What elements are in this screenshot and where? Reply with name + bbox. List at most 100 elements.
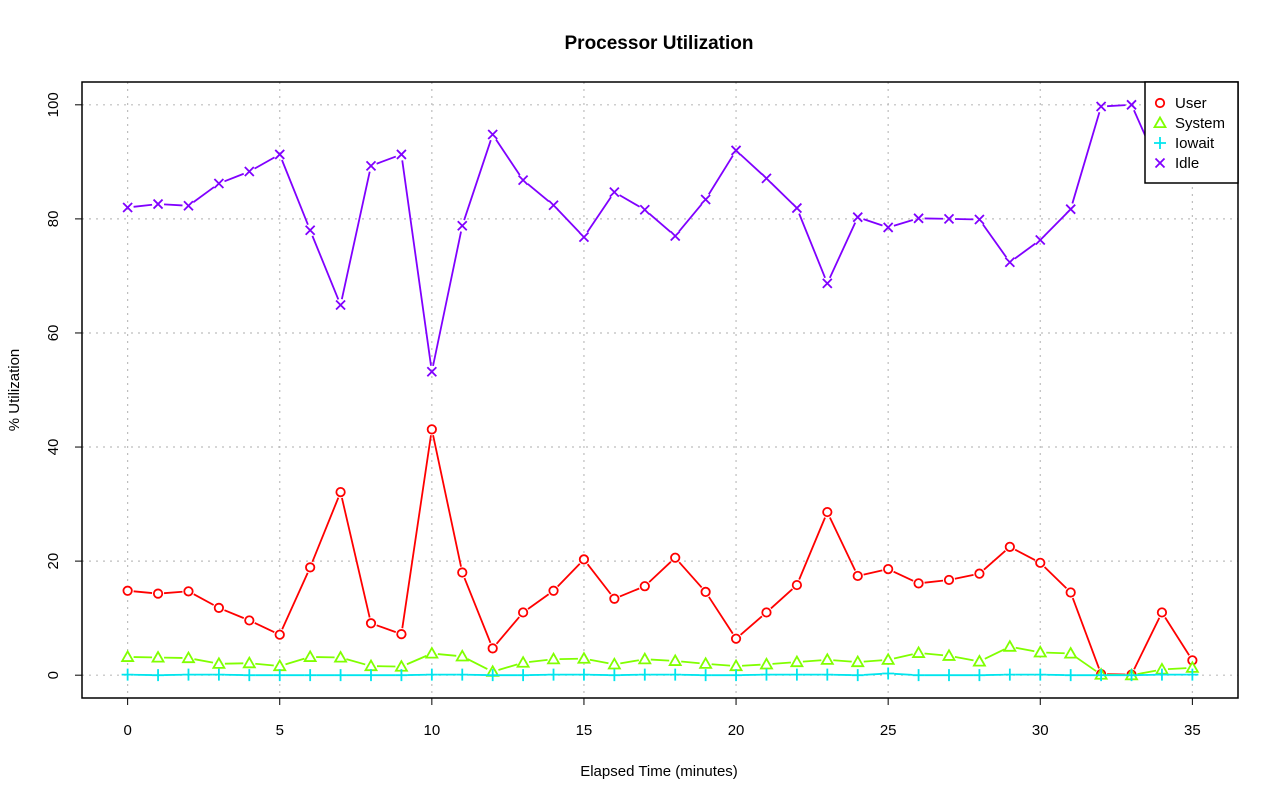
user-line-segment xyxy=(863,569,883,576)
system-point xyxy=(1063,646,1078,659)
user-point xyxy=(700,586,711,598)
iowait-point xyxy=(1095,669,1108,682)
system-point xyxy=(272,658,287,672)
user-line-segment xyxy=(163,590,183,595)
idle-point xyxy=(426,366,437,377)
user-line-segment xyxy=(924,579,944,584)
iowait-point xyxy=(1034,668,1047,681)
system-line-segment xyxy=(741,663,761,667)
idle-point xyxy=(1004,257,1015,268)
iowait-point xyxy=(943,669,955,682)
idle-line-segment xyxy=(739,153,763,175)
system-point xyxy=(698,656,713,669)
system-line-segment xyxy=(194,658,214,664)
user-point xyxy=(548,585,559,596)
x-tick-label: 25 xyxy=(880,722,897,739)
user-line-segment xyxy=(586,563,612,595)
user-point xyxy=(244,615,255,626)
idle-line-segment xyxy=(224,172,245,183)
system-point xyxy=(455,649,470,662)
idle-point xyxy=(517,174,529,186)
user-point xyxy=(913,578,924,589)
idle-line-segment xyxy=(1107,104,1126,108)
x-tick-label: 10 xyxy=(423,722,440,739)
legend-idle-marker xyxy=(1154,157,1166,169)
x-tick-label: 0 xyxy=(123,722,131,739)
idle-point xyxy=(974,214,985,225)
idle-point xyxy=(213,178,225,189)
user-line-segment xyxy=(983,550,1006,571)
idle-point xyxy=(943,213,955,225)
user-line-segment xyxy=(678,561,703,589)
system-point xyxy=(181,650,196,664)
user-line-segment xyxy=(798,517,826,580)
system-line-segment xyxy=(1137,669,1157,675)
user-point xyxy=(396,629,407,640)
idle-line-segment xyxy=(376,155,397,165)
user-line-segment xyxy=(954,573,974,580)
system-line-segment xyxy=(498,663,518,671)
iowait-point xyxy=(638,668,651,681)
iowait-point xyxy=(821,668,834,681)
iowait-point xyxy=(851,669,864,682)
idle-line-segment xyxy=(495,138,521,176)
system-point xyxy=(972,654,987,667)
user-line-segment xyxy=(619,587,640,598)
series-iowait xyxy=(121,667,1199,682)
user-line-segment xyxy=(432,435,462,567)
iowait-point xyxy=(1125,669,1138,682)
system-point xyxy=(363,658,379,672)
system-point xyxy=(424,646,439,659)
idle-point xyxy=(1065,204,1076,215)
idle-line-segment xyxy=(586,196,612,233)
iowait-point xyxy=(486,669,499,682)
system-line-segment xyxy=(620,659,640,665)
system-point xyxy=(303,649,318,662)
system-line-segment xyxy=(346,658,366,666)
user-line-segment xyxy=(224,609,245,619)
system-point xyxy=(120,649,135,662)
user-point xyxy=(578,554,590,565)
y-axis-label: % Utilization xyxy=(6,349,23,432)
idle-point xyxy=(396,149,407,160)
system-point xyxy=(1033,645,1048,658)
idle-line-segment xyxy=(798,213,826,279)
iowait-point xyxy=(730,669,743,682)
idle-line-segment xyxy=(527,183,550,203)
system-line-segment xyxy=(1015,646,1035,653)
idle-line-segment xyxy=(281,159,309,226)
user-point xyxy=(213,602,224,613)
idle-line-segment xyxy=(708,155,734,195)
idle-point xyxy=(335,299,346,311)
system-line-segment xyxy=(802,659,822,663)
idle-point xyxy=(791,202,803,214)
iowait-point xyxy=(425,668,438,681)
y-tick-label: 80 xyxy=(45,211,62,228)
system-line-segment xyxy=(924,652,944,657)
iowait-point xyxy=(790,668,803,681)
iowait-point xyxy=(760,668,773,681)
y-tick-label: 0 xyxy=(45,671,62,679)
grid xyxy=(82,82,1238,698)
idle-point xyxy=(761,173,772,184)
system-line-segment xyxy=(437,653,457,657)
idle-point xyxy=(1095,101,1107,112)
user-line-segment xyxy=(527,593,550,610)
iowait-point xyxy=(1155,668,1168,681)
system-line-segment xyxy=(681,660,700,665)
system-line-segment xyxy=(1075,656,1097,672)
user-point xyxy=(822,506,833,518)
idle-point xyxy=(670,230,681,242)
system-point xyxy=(729,658,744,672)
x-tick-label: 20 xyxy=(728,722,745,739)
idle-line-segment xyxy=(770,181,794,205)
idle-point xyxy=(639,204,650,215)
system-point xyxy=(1002,639,1017,652)
user-point xyxy=(183,586,194,597)
user-line-segment xyxy=(770,588,794,610)
system-line-segment xyxy=(467,658,488,670)
user-line-segment xyxy=(708,596,734,635)
user-point xyxy=(852,570,863,582)
idle-line-segment xyxy=(863,218,883,227)
